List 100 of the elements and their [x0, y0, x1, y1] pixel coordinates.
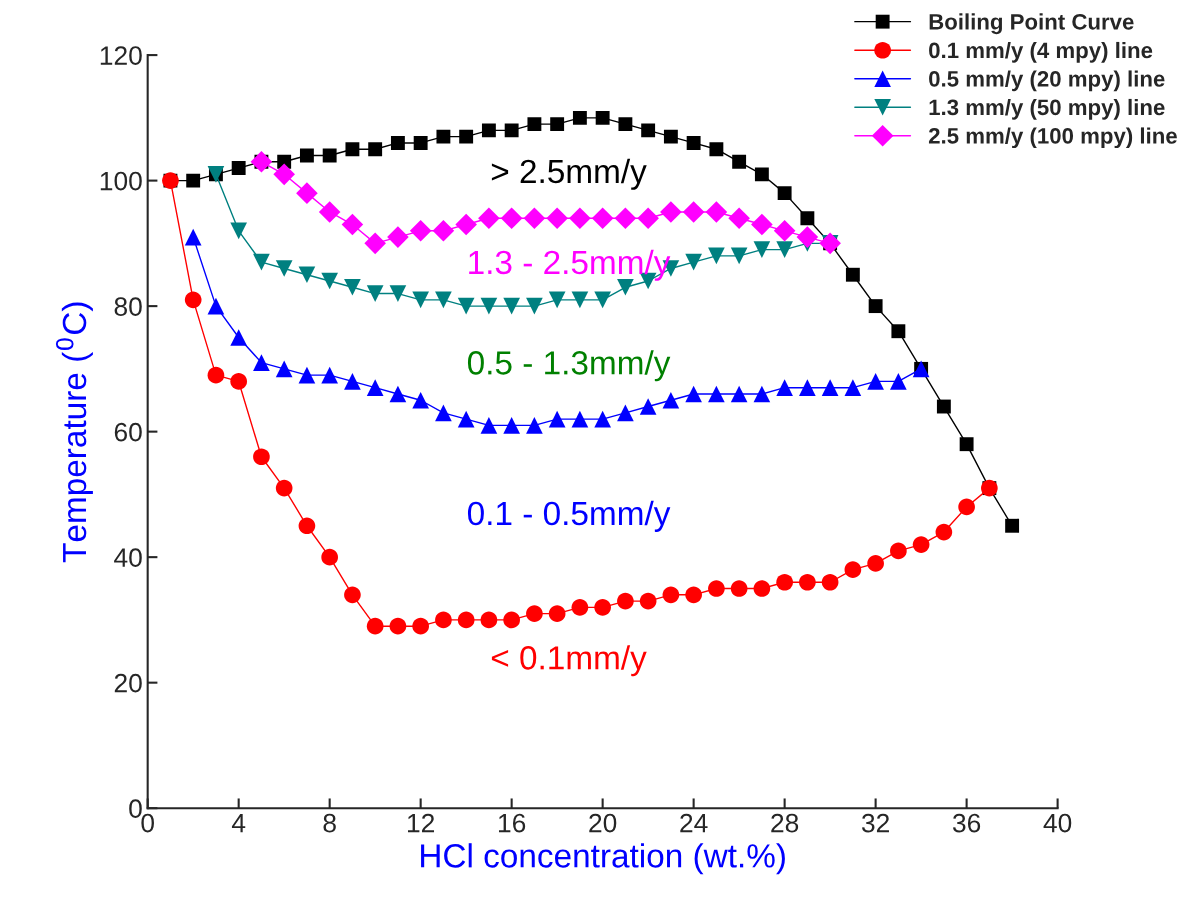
annotation: < 0.1mm/y — [491, 645, 647, 677]
x-tick-label: 4 — [231, 814, 246, 833]
point — [639, 398, 657, 415]
point — [341, 213, 364, 236]
point — [253, 253, 270, 271]
point — [935, 523, 953, 541]
point — [594, 291, 611, 309]
point — [184, 228, 202, 246]
legend-label: 0.1 mm/y (4 mpy) line — [929, 41, 1153, 63]
point — [776, 379, 793, 397]
point — [322, 148, 337, 163]
y-tick-label: 40 — [114, 548, 142, 567]
point — [390, 136, 405, 150]
point — [480, 297, 498, 315]
point — [321, 272, 338, 290]
x-tick-label: 28 — [771, 813, 799, 833]
point — [231, 161, 246, 175]
x-tick-label: 36 — [952, 813, 981, 833]
point — [273, 163, 295, 186]
legend-label: 1.3 mm/y (50 mpy) line — [929, 98, 1165, 120]
point — [844, 561, 862, 579]
point — [344, 278, 361, 296]
point — [457, 410, 475, 428]
point — [344, 373, 361, 390]
x-axis-title: HCl concentration (wt.%) — [421, 843, 785, 875]
legend-label: Boiling Point Curve — [929, 13, 1134, 35]
legend-label: 0.5 mm/y (20 mpy) line — [929, 70, 1165, 92]
point — [435, 611, 452, 629]
x-tick-label: 8 — [323, 813, 336, 833]
point — [867, 373, 884, 390]
point — [958, 498, 975, 516]
point — [546, 207, 568, 230]
point — [800, 211, 815, 226]
point — [936, 399, 951, 414]
point — [891, 324, 906, 339]
point — [432, 220, 455, 242]
point — [662, 391, 680, 409]
point — [639, 592, 657, 610]
point — [867, 555, 884, 572]
point — [548, 605, 566, 622]
point — [912, 536, 930, 553]
annotation: 0.5 - 1.3mm/y — [467, 350, 671, 382]
point — [389, 617, 407, 635]
point — [777, 186, 792, 201]
point — [708, 247, 725, 265]
point — [275, 260, 293, 277]
point — [345, 142, 360, 157]
point — [389, 285, 407, 302]
point — [253, 354, 270, 371]
point — [412, 291, 429, 309]
point — [299, 148, 314, 163]
point — [959, 437, 974, 452]
point — [478, 207, 500, 230]
y-tick-label: 60 — [114, 422, 142, 442]
point — [230, 329, 248, 346]
point — [569, 207, 591, 230]
point — [890, 373, 907, 390]
point — [526, 297, 543, 315]
point — [844, 379, 862, 397]
point — [617, 404, 634, 422]
point — [728, 207, 750, 230]
x-tick-label: 24 — [680, 813, 708, 833]
point — [685, 586, 702, 604]
point — [685, 385, 702, 403]
point — [799, 573, 816, 591]
y-tick-label: 80 — [114, 297, 142, 316]
point — [572, 110, 587, 125]
point — [412, 391, 429, 409]
point — [207, 366, 225, 384]
point — [481, 123, 496, 138]
point — [730, 385, 748, 403]
y-tick-label: 0 — [129, 799, 142, 819]
point — [686, 136, 701, 150]
y-tick-label: 120 — [100, 46, 142, 65]
point — [230, 222, 248, 240]
annotation: > 2.5mm/y — [491, 158, 647, 190]
point — [821, 379, 839, 397]
point — [504, 123, 519, 138]
point — [435, 291, 452, 309]
point — [753, 580, 771, 597]
point — [662, 586, 680, 604]
point — [503, 417, 520, 434]
point — [660, 201, 682, 223]
point — [550, 117, 565, 132]
point — [821, 573, 839, 591]
x-tick-label: 20 — [589, 813, 617, 833]
point — [412, 617, 429, 635]
point — [366, 617, 384, 635]
point — [617, 592, 634, 610]
point — [186, 173, 201, 188]
point — [436, 129, 451, 144]
point — [754, 167, 769, 182]
point — [594, 410, 611, 428]
point — [275, 479, 293, 497]
point — [753, 241, 771, 258]
legend-label: 2.5 mm/y (100 mpy) line — [928, 127, 1177, 149]
point — [618, 117, 633, 132]
point — [366, 285, 384, 302]
point — [480, 417, 498, 434]
x-tick-label: 12 — [408, 813, 435, 833]
